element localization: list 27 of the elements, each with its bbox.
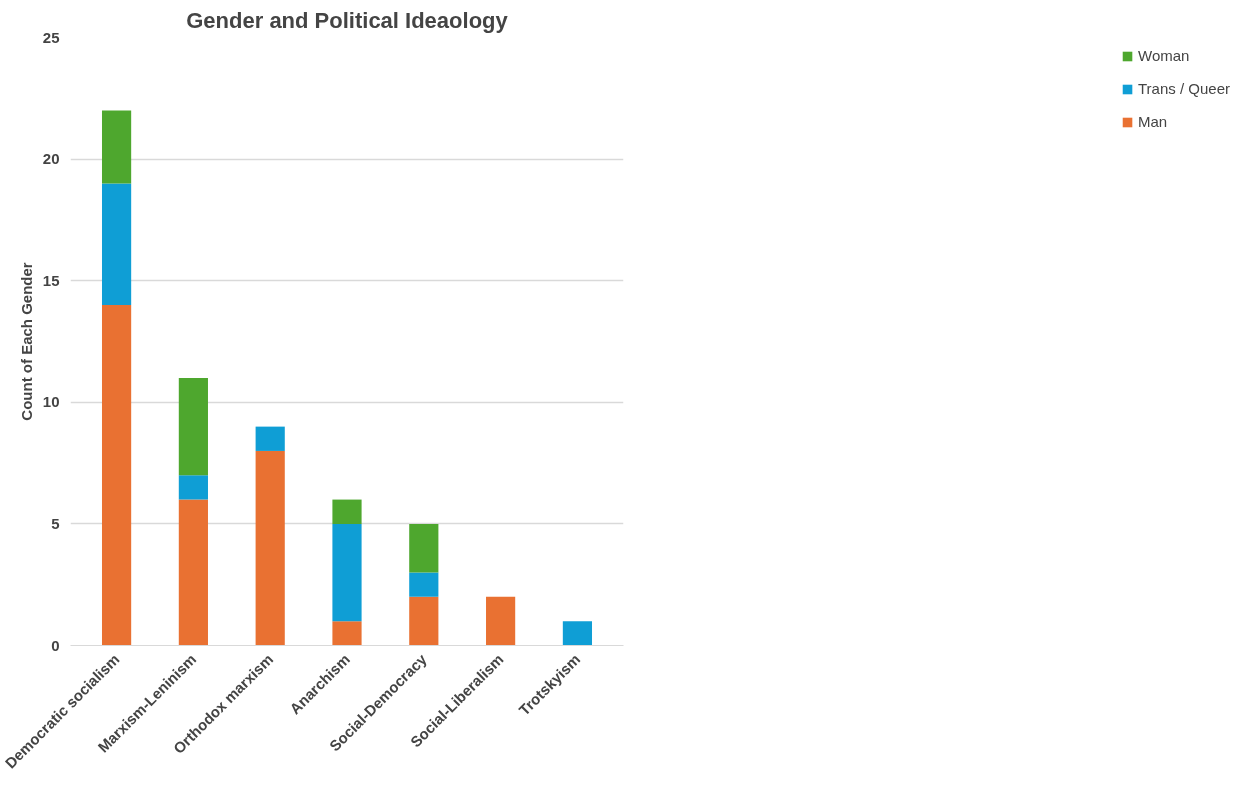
- legend-label: Woman: [1138, 47, 1190, 64]
- y-tick-label: 20: [42, 150, 60, 168]
- bar: [409, 523, 439, 573]
- y-tick-label: 0: [51, 636, 60, 654]
- bar: [101, 305, 132, 646]
- bar: [332, 621, 362, 646]
- y-tick-label: 5: [51, 514, 60, 532]
- bar: [562, 621, 593, 646]
- chart-title: Gender and Political Ideaology: [186, 7, 509, 33]
- bar: [178, 475, 208, 500]
- y-tick-label: 10: [42, 393, 60, 411]
- y-tick-label: 15: [42, 271, 60, 289]
- legend-label: Man: [1138, 113, 1168, 130]
- y-tick-label: 25: [42, 28, 60, 46]
- bar: [178, 377, 208, 476]
- bar: [332, 499, 362, 524]
- bar: [486, 596, 516, 646]
- bar: [409, 572, 439, 597]
- y-axis-title: Count of Each Gender: [17, 262, 35, 421]
- bar: [409, 596, 439, 646]
- legend-label: Trans / Queer: [1138, 80, 1230, 97]
- bar: [255, 450, 285, 646]
- bar: [332, 523, 362, 622]
- bar: [178, 499, 208, 646]
- bar: [255, 426, 285, 451]
- bar: [101, 183, 132, 306]
- bar: [101, 110, 132, 184]
